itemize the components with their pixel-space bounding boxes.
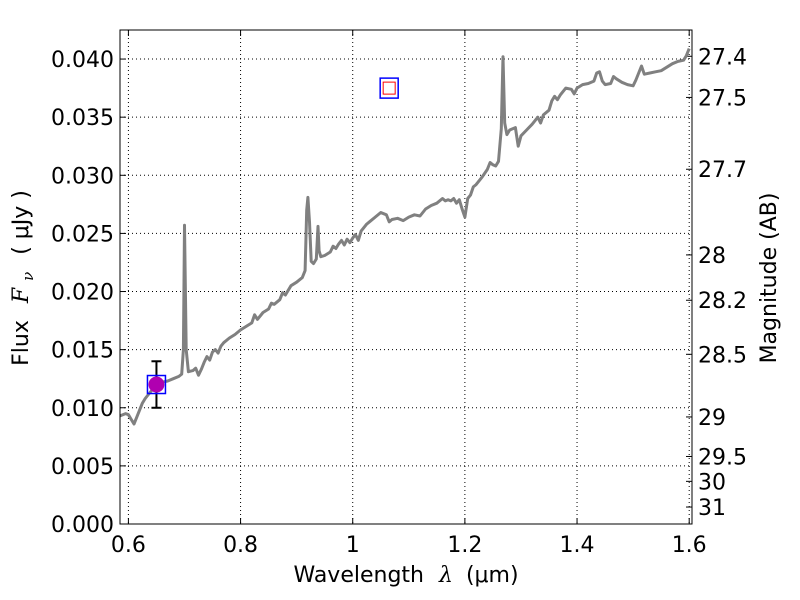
y2-tick-label: 28.5 (698, 343, 747, 368)
y-axis-label: Flux (9, 320, 34, 366)
y-tick-label: 0.005 (51, 455, 114, 480)
y-tick-label: 0.015 (51, 339, 114, 364)
series-layer (119, 48, 691, 426)
y-axis-symbol: F (9, 287, 34, 304)
x-axis-symbol: λ (438, 563, 453, 588)
upper-limit-square (379, 77, 399, 99)
plot-area (120, 30, 692, 524)
x-tick-label: 1.6 (672, 533, 707, 558)
y-tick-label: 0.020 (51, 281, 114, 306)
y-tick-label: 0.010 (51, 397, 114, 422)
y2-tick-label: 27.4 (698, 45, 747, 70)
x-axis-label: Wavelength (293, 563, 424, 588)
y-tick-label: 0.030 (51, 164, 114, 189)
x-tick-label: 0.8 (223, 533, 258, 558)
x-tick-label: 1 (346, 533, 360, 558)
photometry-layer (146, 77, 399, 409)
x-tick-label: 0.6 (111, 533, 146, 558)
x-tick-label: 1.4 (560, 533, 595, 558)
y-axis-unit: ( μJy ) (9, 190, 34, 255)
y-ticks: 0.000 0.005 0.010 0.015 0.020 0.025 0.030 0.035… (51, 48, 126, 538)
y-axis-subscript: ν (19, 272, 37, 281)
y2-tick-label: 29.5 (698, 445, 747, 470)
y-axis-title: Flux F ν ( μJy ) (9, 190, 39, 366)
y-tick-label: 0.000 (51, 513, 114, 538)
model-flux-square (146, 374, 167, 395)
y2-tick-label: 28 (698, 244, 726, 269)
plot-frame (119, 29, 693, 525)
model-flux-square (382, 81, 396, 95)
y2-tick-label: 27.7 (698, 158, 747, 183)
x-ticks: 0.6 0.8 1 1.2 1.4 1.6 (111, 30, 707, 558)
y2-tick-label: 27.5 (698, 86, 747, 111)
x-axis-title: Wavelength λ (μm) (293, 563, 518, 588)
photometry-point (148, 376, 165, 393)
y2-tick-label: 29 (698, 406, 726, 431)
x-axis-unit: (μm) (466, 563, 519, 588)
x-tick-label: 1.2 (447, 533, 482, 558)
y2-tick-label: 31 (698, 496, 726, 521)
spectrum-line (119, 48, 691, 426)
y-tick-label: 0.040 (51, 48, 114, 73)
y2-tick-label: 28.2 (698, 289, 747, 314)
y2-tick-label: 30 (698, 470, 726, 495)
y2-axis-title: Magnitude (AB) (757, 193, 782, 364)
y-tick-label: 0.025 (51, 222, 114, 247)
y-tick-label: 0.035 (51, 106, 114, 131)
